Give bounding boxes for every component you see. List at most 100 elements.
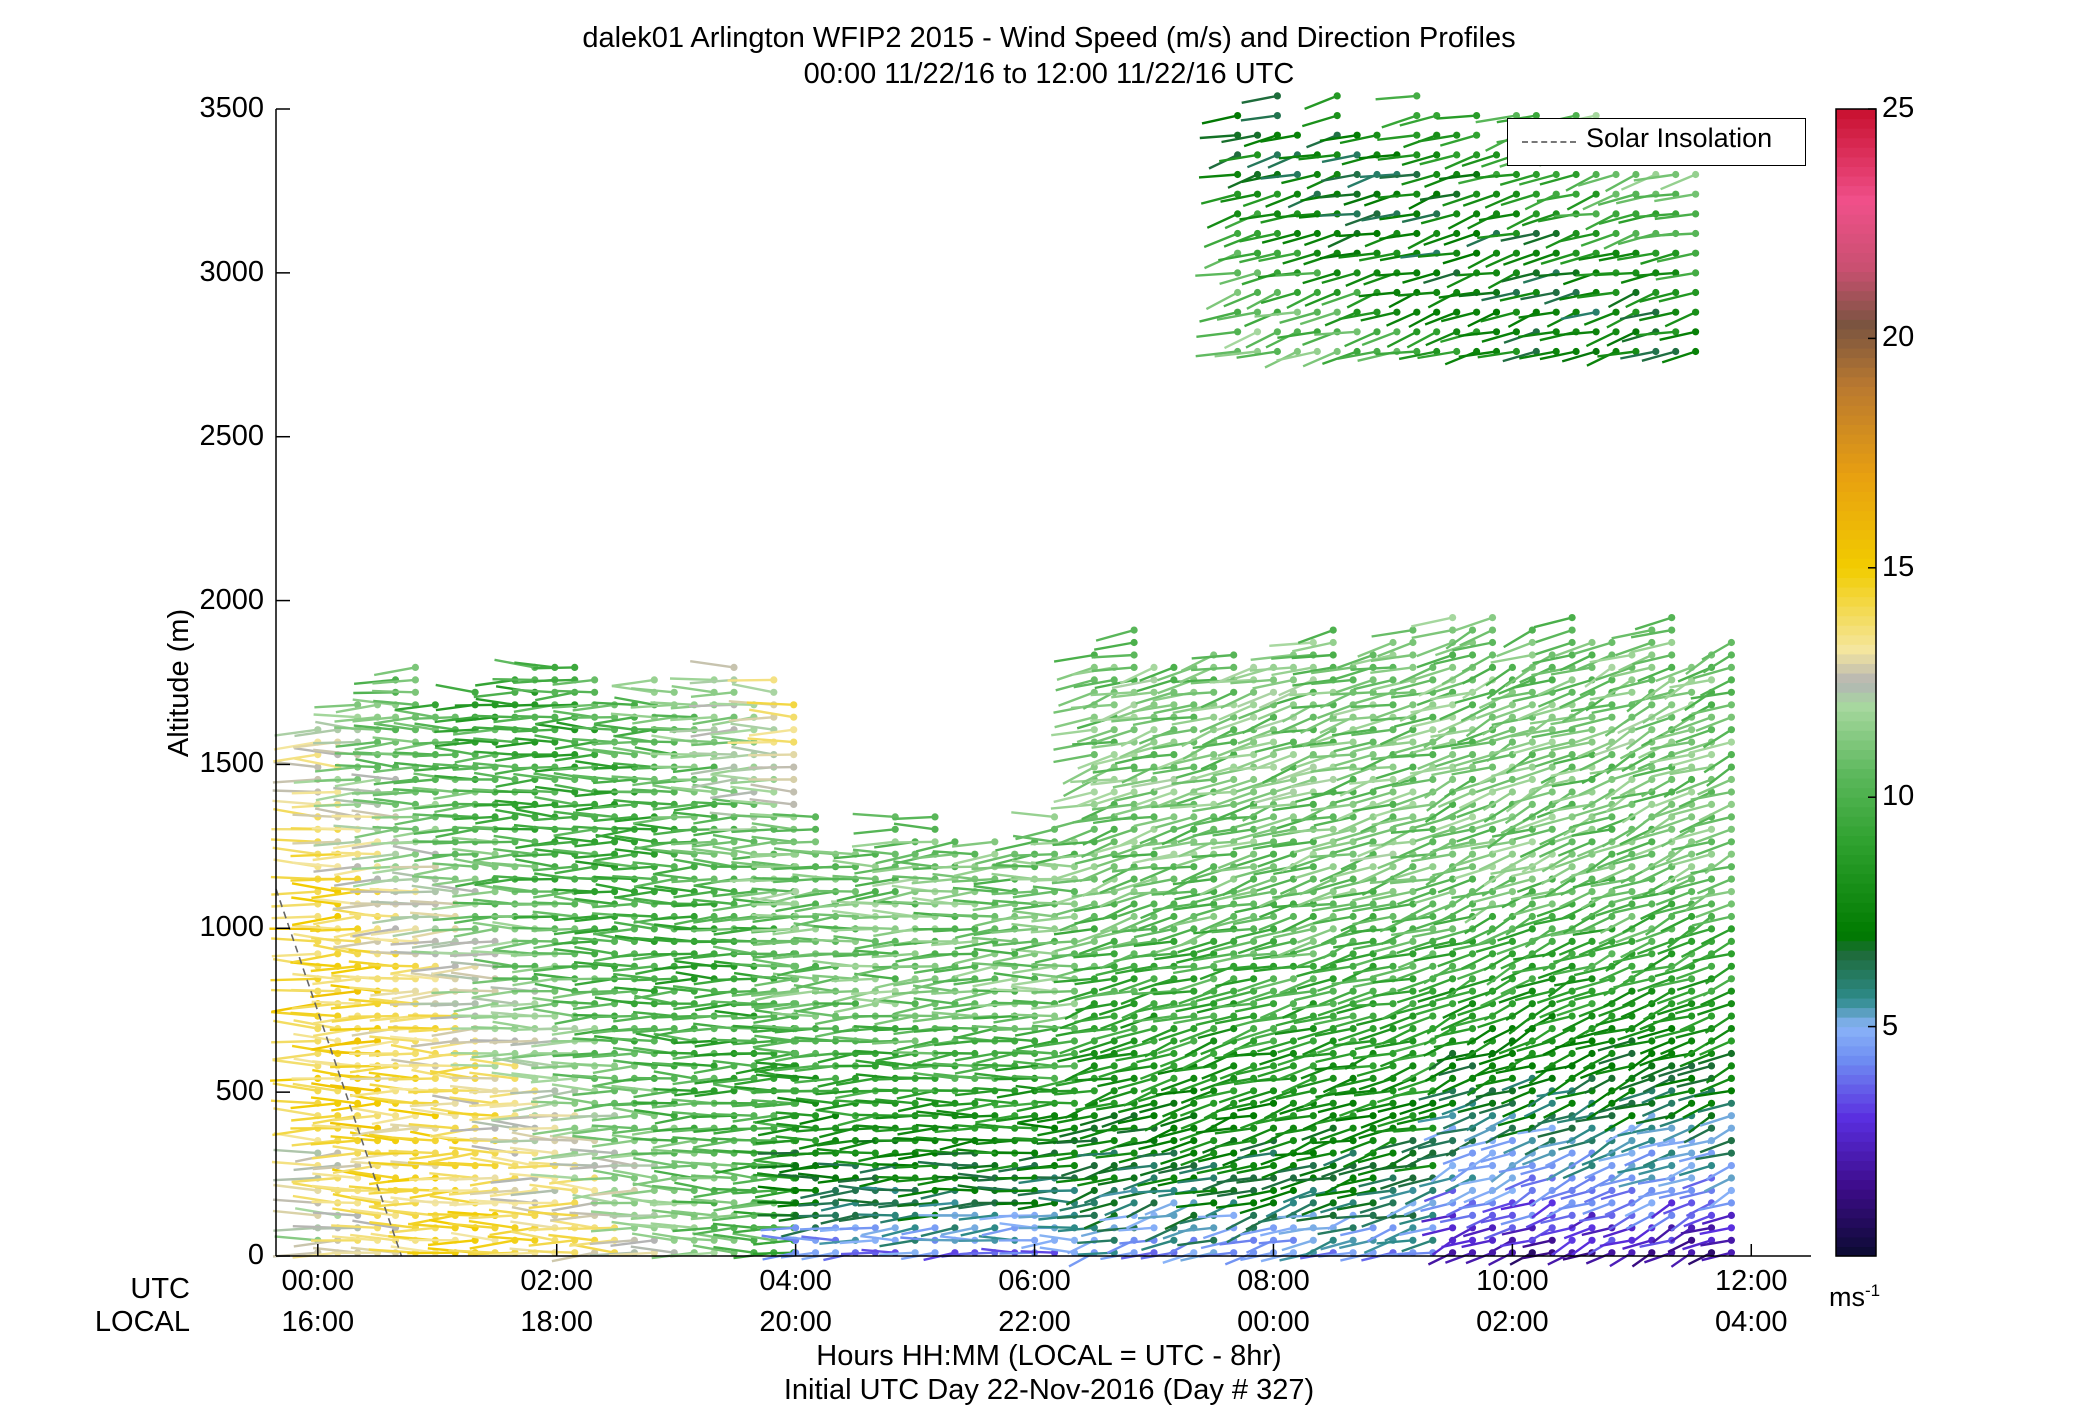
wind-barb-point: [1409, 1174, 1417, 1182]
wind-barb-point: [1349, 738, 1357, 746]
wind-barb-shaft: [292, 1251, 338, 1259]
wind-barb-shaft: [310, 1139, 358, 1146]
wind-barb-point: [1230, 775, 1238, 784]
wind-barb-point: [1130, 1174, 1138, 1182]
wind-barb-shaft: [413, 772, 456, 781]
wind-barb-point: [851, 888, 860, 896]
wind-barb-shaft: [450, 940, 496, 945]
wind-barb-shaft: [514, 803, 555, 810]
wind-barb-shaft: [330, 1135, 378, 1142]
wind-barb-point: [1269, 1124, 1278, 1132]
wind-barb-point: [1329, 1037, 1337, 1045]
wind-barb-point: [1090, 751, 1098, 759]
wind-barb-shaft: [291, 790, 338, 795]
wind-barb-shaft: [994, 1077, 1035, 1081]
wind-barb-shaft: [510, 1089, 555, 1095]
wind-barb-shaft: [310, 990, 358, 999]
wind-barb-point: [1130, 1074, 1138, 1082]
wind-barb-shaft: [453, 815, 496, 821]
wind-barb-point: [1150, 1099, 1158, 1107]
wind-barb-point: [1409, 638, 1417, 647]
wind-barb-shaft: [371, 815, 416, 819]
wind-barb-shaft: [272, 1052, 318, 1061]
wind-barb-shaft: [272, 1209, 318, 1217]
wind-barb-point: [1190, 726, 1198, 734]
wind-barb-shaft: [732, 1127, 774, 1131]
wind-barb-shaft: [373, 716, 416, 725]
wind-barb-point: [1349, 1074, 1357, 1082]
wind-barb-shaft: [369, 1035, 416, 1043]
wind-barb-shaft: [274, 1235, 318, 1242]
wind-barb-point: [551, 987, 559, 995]
wind-barb-point: [931, 813, 939, 821]
wind-barb-shaft: [273, 1019, 319, 1030]
wind-barb-point: [1110, 751, 1118, 759]
wind-barb-shaft: [453, 927, 496, 938]
wind-barb-shaft: [432, 877, 476, 886]
wind-barb-point: [931, 838, 939, 846]
wind-barb-shaft: [449, 1084, 496, 1092]
wind-barb-shaft: [290, 1011, 338, 1018]
wind-barb-shaft: [369, 1063, 416, 1068]
wind-barb-point: [1170, 1074, 1178, 1082]
wind-barb-point: [1389, 1025, 1397, 1033]
wind-barb-point: [1389, 1224, 1397, 1232]
wind-barb-point: [1250, 863, 1258, 871]
wind-barb-point: [1110, 1087, 1118, 1095]
wind-barb-point: [1409, 1062, 1417, 1070]
wind-barb-point: [1190, 1137, 1198, 1145]
wind-barb-shaft: [431, 902, 476, 911]
wind-barb-shaft: [351, 1106, 396, 1117]
wind-barb-point: [1070, 1186, 1078, 1195]
wind-barb-shaft: [649, 752, 695, 756]
wind-barb-shaft: [312, 1172, 358, 1180]
wind-barb-point: [1090, 1211, 1098, 1219]
wind-barb-shaft: [493, 940, 536, 951]
wind-barb-point: [1369, 676, 1377, 684]
wind-barb-point: [1110, 1236, 1118, 1244]
wind-barb-point: [1409, 738, 1417, 746]
wind-barb-point: [1289, 1186, 1297, 1195]
wind-barb-point: [1090, 1062, 1098, 1070]
wind-barb-point: [1150, 688, 1158, 696]
wind-barb-shaft: [493, 834, 535, 843]
wind-barb-point: [1309, 1162, 1317, 1170]
wind-barb-shaft: [427, 1212, 476, 1217]
wind-barb-shaft: [513, 915, 555, 919]
wind-barb-shaft: [373, 853, 416, 863]
wind-barb-point: [1250, 925, 1258, 933]
wind-barb-shaft: [633, 1101, 675, 1105]
wind-barb-point: [1190, 863, 1198, 871]
wind-barb-shaft: [350, 1089, 396, 1098]
wind-barb-shaft: [1037, 1225, 1075, 1229]
wind-barb-point: [891, 1224, 899, 1232]
wind-barb-shaft: [469, 1189, 515, 1196]
wind-barb-point: [1309, 863, 1317, 871]
wind-barb-shaft: [409, 1151, 456, 1161]
wind-barb-shaft: [270, 875, 318, 881]
wind-barb-point: [1269, 1049, 1278, 1058]
wind-barb-point: [1250, 1236, 1258, 1244]
wind-barb-shaft: [514, 858, 556, 868]
wind-barb-shaft: [528, 1114, 575, 1117]
wind-barb-shaft: [995, 1189, 1035, 1193]
wind-barb-point: [1230, 651, 1238, 659]
wind-barb-shaft: [757, 1151, 796, 1155]
wind-barb-shaft: [490, 1176, 535, 1184]
wind-barb-shaft: [531, 1100, 575, 1105]
wind-barb-shaft: [413, 865, 456, 877]
wind-barb-shaft: [631, 740, 675, 744]
wind-barb-shaft: [333, 840, 378, 850]
wind-barb-shaft: [313, 915, 358, 926]
wind-barb-shaft: [454, 738, 496, 744]
wind-barb-shaft: [313, 740, 358, 745]
wind-barb-shaft: [447, 1111, 496, 1117]
wind-barb-shaft: [839, 1226, 876, 1231]
wind-barb-shaft: [272, 778, 318, 784]
wind-barb-shaft: [1030, 901, 1075, 906]
wind-barb-shaft: [533, 1008, 575, 1018]
wind-barb-shaft: [450, 1014, 496, 1018]
wind-barb-point: [1409, 1149, 1417, 1157]
wind-barb-shaft: [876, 1163, 916, 1167]
wind-barb-point: [1389, 1137, 1397, 1145]
